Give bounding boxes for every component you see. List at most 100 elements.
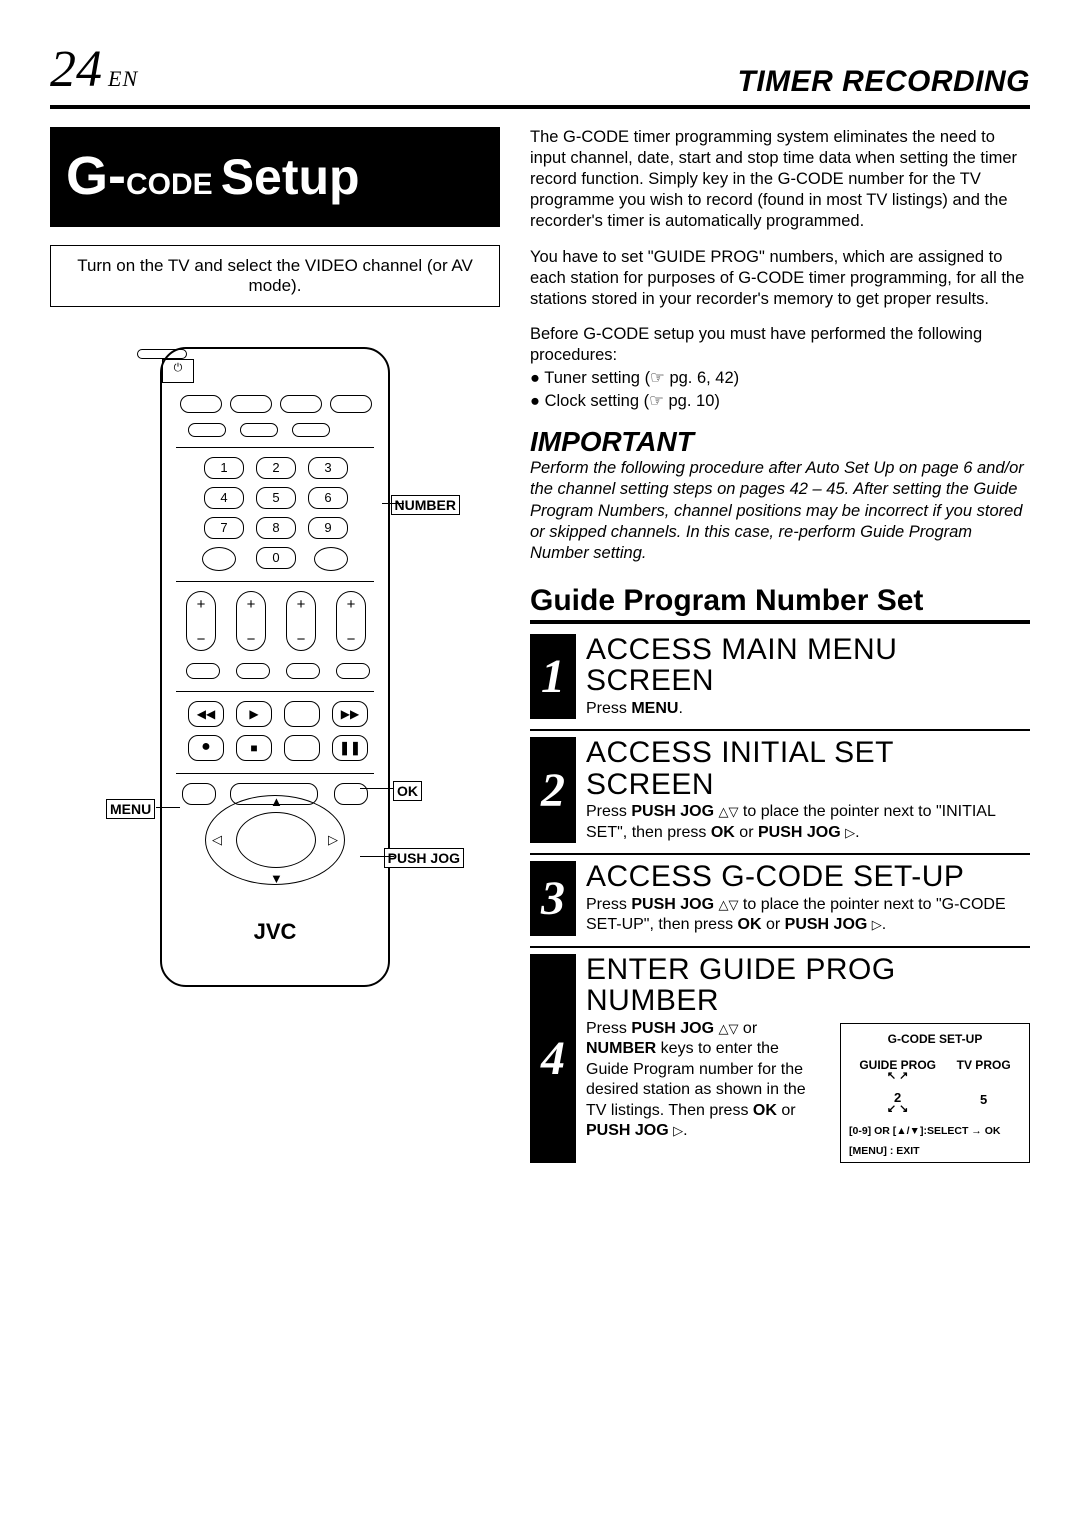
number-9-button: 9 <box>308 517 348 539</box>
intro-para-2: You have to set "GUIDE PROG" numbers, wh… <box>530 247 1030 310</box>
screen-col-guide: GUIDE PROG ↖ ↗ 2 ↙ ↘ <box>859 1058 936 1115</box>
step-2: 2 ACCESS INITIAL SET SCREEN Press PUSH J… <box>530 731 1030 855</box>
remote-divider <box>176 447 374 448</box>
rewind-button-icon: ◀◀ <box>188 701 224 727</box>
step-number: 4 <box>530 954 576 1163</box>
step-title: ACCESS G-CODE SET-UP <box>586 861 1030 893</box>
number-4-button: 4 <box>204 487 244 509</box>
callout-number: NUMBER <box>391 495 460 515</box>
arrow-icon: ↖ ↗ <box>859 1072 936 1082</box>
bullet-text: Tuner setting <box>530 369 640 387</box>
step-body: ACCESS G-CODE SET-UP Press PUSH JOG △▽ t… <box>586 861 1030 935</box>
screen-col-label: TV PROG <box>957 1058 1011 1072</box>
page-ref: pg. 6, 42 <box>669 369 733 387</box>
page-ref-icon: (☞ <box>645 369 670 387</box>
important-body: Perform the following procedure after Au… <box>530 458 1030 564</box>
callout-line <box>382 503 404 504</box>
remote-button <box>284 701 320 727</box>
step-text: Press MENU. <box>586 699 1030 719</box>
remote-button <box>202 547 236 571</box>
remote-button <box>286 663 320 679</box>
up-arrow-icon: ▲ <box>270 794 283 809</box>
remote-button <box>180 395 222 413</box>
step-1: 1 ACCESS MAIN MENU SCREEN Press MENU. <box>530 628 1030 731</box>
screen-columns: GUIDE PROG ↖ ↗ 2 ↙ ↘ TV PROG 5 <box>849 1058 1021 1115</box>
right-arrow-icon: ▷ <box>328 832 338 848</box>
page-ref-icon: (☞ <box>644 392 669 410</box>
number-0-button: 0 <box>256 547 296 569</box>
step-3: 3 ACCESS G-CODE SET-UP Press PUSH JOG △▽… <box>530 855 1030 947</box>
step-title: ENTER GUIDE PROG NUMBER <box>586 954 1030 1017</box>
bullet-clock: Clock setting (☞ pg. 10) <box>530 391 1030 412</box>
intro-para-1: The G-CODE timer programming system elim… <box>530 127 1030 233</box>
content: G-CODESetup Turn on the TV and select th… <box>50 127 1030 1173</box>
guide-program-heading: Guide Program Number Set <box>530 584 1030 624</box>
screen-title: G-CODE SET-UP <box>849 1032 1021 1046</box>
remote-body: ⏻ 1 2 3 4 5 6 7 8 9 <box>160 347 390 987</box>
plus-minus-button <box>286 591 316 651</box>
remote-button <box>230 395 272 413</box>
page-ref: pg. 10 <box>669 392 715 410</box>
jog-inner <box>236 812 316 868</box>
number-1-button: 1 <box>204 457 244 479</box>
number-6-button: 6 <box>308 487 348 509</box>
step-body: ACCESS MAIN MENU SCREEN Press MENU. <box>586 634 1030 719</box>
number-5-button: 5 <box>256 487 296 509</box>
remote-button <box>336 663 370 679</box>
remote-button <box>330 395 372 413</box>
step-4: 4 ENTER GUIDE PROG NUMBER Press PUSH JOG… <box>530 948 1030 1173</box>
power-button-icon: ⏻ <box>162 359 194 383</box>
stop-button-icon: ■ <box>236 735 272 761</box>
bullet-text: Clock setting <box>530 392 639 410</box>
number-8-button: 8 <box>256 517 296 539</box>
number-7-button: 7 <box>204 517 244 539</box>
remote-button <box>314 547 348 571</box>
callout-menu: MENU <box>106 799 155 819</box>
step-title: ACCESS MAIN MENU SCREEN <box>586 634 1030 697</box>
step-number: 3 <box>530 861 576 935</box>
title-setup: Setup <box>221 149 360 205</box>
callout-line <box>360 856 394 857</box>
step-text: Press PUSH JOG △▽ to place the pointer n… <box>586 895 1030 936</box>
page-header: 24 EN TIMER RECORDING <box>50 40 1030 109</box>
record-button-icon: ● <box>188 735 224 761</box>
screen-footer-2: [MENU] : EXIT <box>849 1144 1021 1158</box>
step-text: Press PUSH JOG △▽ to place the pointer n… <box>586 802 1030 843</box>
screen-footer-1: [0-9] OR [▲/▼]:SELECT → OK <box>849 1124 1021 1138</box>
number-3-button: 3 <box>308 457 348 479</box>
step-body: ENTER GUIDE PROG NUMBER Press PUSH JOG △… <box>586 954 1030 1163</box>
remote-button <box>188 423 226 437</box>
instruction-text: Turn on the TV and select the VIDEO chan… <box>77 256 473 295</box>
left-arrow-icon: ◁ <box>212 832 222 848</box>
remote-divider <box>176 691 374 692</box>
remote-button <box>240 423 278 437</box>
callout-ok: OK <box>393 781 422 801</box>
left-column: G-CODESetup Turn on the TV and select th… <box>50 127 500 1173</box>
jog-dial: ▲ ▼ ◁ ▷ <box>205 795 345 885</box>
title-g: G- <box>66 146 126 206</box>
remote-button <box>280 395 322 413</box>
step4-content: Press PUSH JOG △▽ or NUMBER keys to ente… <box>586 1019 1030 1163</box>
remote-button <box>284 735 320 761</box>
remote-button <box>334 783 368 805</box>
remote-divider <box>176 581 374 582</box>
plus-minus-button <box>236 591 266 651</box>
callout-line <box>156 807 180 808</box>
bullet-tuner: Tuner setting (☞ pg. 6, 42) <box>530 368 1030 389</box>
title-block: G-CODESetup <box>50 127 500 227</box>
page-number: 24 EN <box>50 40 138 99</box>
brand-logo: JVC <box>254 919 297 945</box>
arrow-icon: ↙ ↘ <box>859 1105 936 1115</box>
plus-minus-button <box>186 591 216 651</box>
remote-button <box>236 663 270 679</box>
callout-pushjog: PUSH JOG <box>384 848 464 868</box>
important-heading: IMPORTANT <box>530 426 1030 458</box>
down-arrow-icon: ▼ <box>270 871 283 886</box>
steps-list: 1 ACCESS MAIN MENU SCREEN Press MENU. 2 … <box>530 628 1030 1173</box>
right-column: The G-CODE timer programming system elim… <box>530 127 1030 1173</box>
number-2-button: 2 <box>256 457 296 479</box>
title-code: CODE <box>126 168 213 201</box>
ffwd-button-icon: ▶▶ <box>332 701 368 727</box>
page-lang: EN <box>108 66 138 92</box>
step-body: ACCESS INITIAL SET SCREEN Press PUSH JOG… <box>586 737 1030 843</box>
